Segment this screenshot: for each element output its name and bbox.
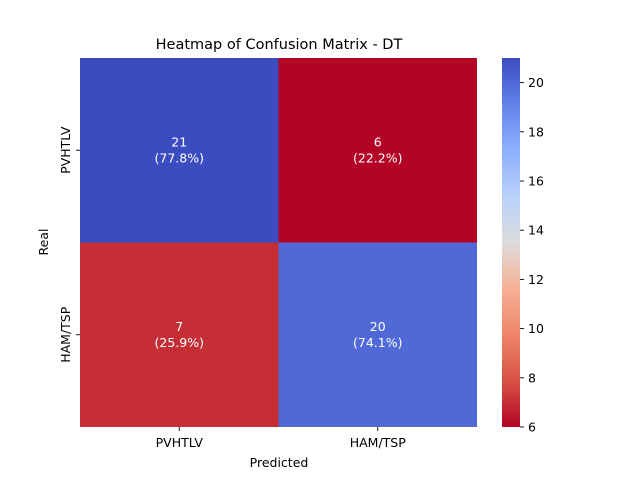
cell-label-1-0: 7 (25.9%) <box>155 319 204 350</box>
x-tick-label: PVHTLV <box>156 435 204 450</box>
chart-title: Heatmap of Confusion Matrix - DT <box>156 37 403 53</box>
colorbar-tick-label: 12 <box>528 272 544 287</box>
colorbar-tick-label: 18 <box>528 124 544 139</box>
cell-label-0-0: 21 (77.8%) <box>155 134 204 165</box>
colorbar-tick-label: 8 <box>528 370 536 385</box>
heatmap-cell-0-0 <box>80 58 279 243</box>
colorbar-tick-label: 14 <box>528 223 544 238</box>
heatmap-cell-1-1 <box>278 242 477 427</box>
y-tick-label: HAM/TSP <box>58 306 73 363</box>
x-tick-label: HAM/TSP <box>350 435 407 450</box>
colorbar-tick-label: 20 <box>528 75 544 90</box>
heatmap-cell-1-0 <box>80 242 279 427</box>
colorbar-tick-label: 16 <box>528 174 544 189</box>
cell-label-0-1: 6 (22.2%) <box>353 134 402 165</box>
colorbar <box>502 58 520 427</box>
y-tick-label: PVHTLV <box>58 126 73 174</box>
cell-label-1-1: 20 (74.1%) <box>353 319 402 350</box>
colorbar-tick-label: 6 <box>528 420 536 435</box>
x-axis-label: Predicted <box>250 455 309 470</box>
colorbar-tick-label: 10 <box>528 321 544 336</box>
heatmap-cell-0-1 <box>278 58 477 243</box>
y-axis-label: Real <box>36 229 51 256</box>
